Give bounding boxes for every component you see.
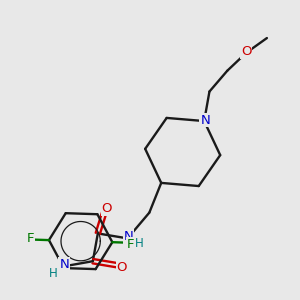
Text: O: O	[241, 45, 251, 58]
Text: N: N	[59, 258, 69, 271]
Text: H: H	[135, 237, 144, 250]
Text: O: O	[101, 202, 112, 215]
Text: N: N	[200, 114, 210, 127]
Text: N: N	[124, 230, 134, 243]
Text: H: H	[49, 267, 58, 280]
Text: F: F	[27, 232, 34, 245]
Text: O: O	[116, 261, 127, 274]
Text: F: F	[127, 238, 134, 251]
